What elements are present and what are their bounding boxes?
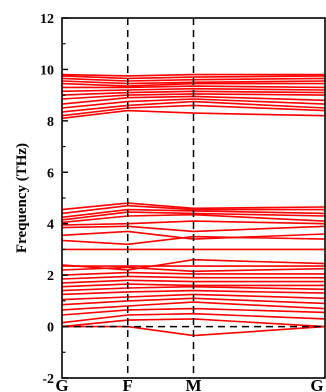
band-line [61,283,325,288]
band-line [61,275,325,280]
y-tick-label: 12 [40,12,54,27]
band-line [61,307,326,316]
band-line [61,90,326,96]
y-tick-label: 6 [47,166,54,181]
band-line [61,258,326,271]
band-line [62,325,326,337]
dashed-guides [62,18,325,378]
band-line [61,202,326,211]
x-path-label: G [310,376,323,392]
band-line [61,204,325,215]
y-tick-label: 2 [47,269,54,284]
band-line [61,289,326,296]
x-path-label: F [123,376,133,392]
band-line [61,312,326,324]
y-tick-label: 8 [47,115,54,130]
band-line [61,73,325,77]
y-tick-label: -2 [42,372,54,387]
band-line [61,82,325,87]
band-line [61,220,326,226]
band-line [61,77,326,82]
band-line [61,80,326,85]
x-path-label: M [185,376,201,392]
band-lines [61,73,326,337]
band-line [61,285,326,292]
y-tick-label: 10 [40,63,54,78]
band-line [61,98,326,109]
band-line [62,85,326,89]
band-line [61,230,326,240]
band-line [61,208,326,219]
band-line [61,266,326,273]
band-line [61,318,326,328]
band-line [61,75,326,80]
band-line [61,93,326,100]
band-line [61,297,326,306]
band-line [61,87,326,93]
band-line [61,271,325,276]
band-line [61,211,326,221]
band-line [61,100,326,113]
band-line [61,95,326,105]
band-line [61,301,326,311]
y-tick-label: 4 [47,218,54,233]
x-path-label: G [55,376,68,392]
band-line [61,225,326,233]
y-tick-label: 0 [47,321,54,336]
band-line [61,213,326,224]
band-line [61,293,326,301]
y-axis-title: Frequency (THz) [14,143,30,253]
y-ticks: -2 0 2 4 6 8 10 12 [40,12,68,387]
band-line [61,279,325,284]
band-line [61,104,326,117]
band-line [61,109,326,120]
band-line [61,235,326,246]
